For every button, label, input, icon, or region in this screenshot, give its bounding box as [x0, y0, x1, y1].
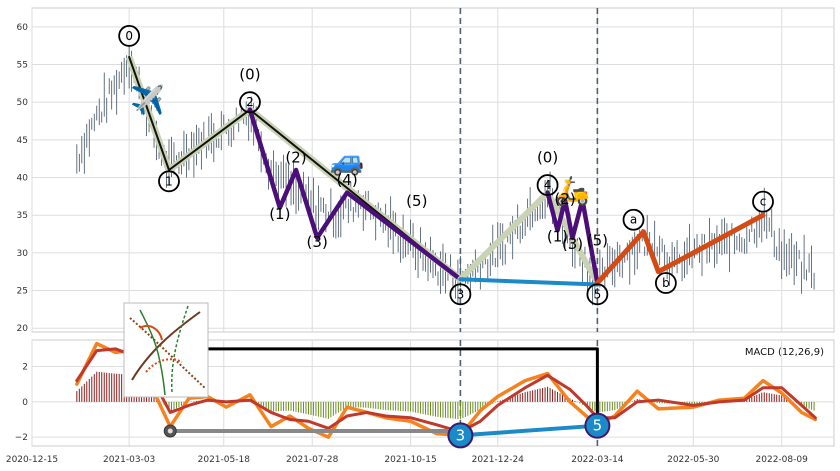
- wave-label: (5): [587, 231, 608, 249]
- x-tick-label: 2021-07-28: [286, 455, 339, 465]
- price-panel: 202530354045505560✈️🚙🛵012(0)(1)(2)(3)(4)…: [17, 7, 835, 334]
- x-tick-label: 2020-12-15: [6, 455, 58, 465]
- x-tick-label: 2021-10-15: [384, 455, 436, 465]
- thumbnail-stroke: [129, 317, 206, 389]
- wave-label: c: [760, 195, 767, 209]
- wave-label-circle: [239, 91, 261, 114]
- price-plot-area: [31, 7, 835, 333]
- wave-label-circle: [118, 24, 141, 47]
- price-y-tick-label: 25: [17, 287, 28, 297]
- wave-label-circle: [654, 272, 677, 294]
- macd-y-tick-label: 2: [22, 363, 28, 373]
- wave-label: 0: [125, 29, 133, 43]
- wave-label-circle: [449, 283, 472, 306]
- wave-label: (2): [285, 148, 306, 166]
- macd-marker-label: 3: [456, 426, 466, 444]
- macd-line-1: [75, 347, 817, 434]
- wave-label-circle: [752, 190, 774, 213]
- x-tick-label: 2021-03-03: [103, 455, 155, 465]
- thumbnail-stroke: [131, 311, 201, 381]
- scooter-icon: 🛵: [555, 174, 590, 207]
- wave-label-circle: [158, 170, 180, 193]
- x-tick-label: 2022-05-30: [667, 455, 720, 465]
- macd-marker-dot-center: [167, 428, 173, 434]
- price-y-tick-label: 55: [17, 61, 28, 71]
- wave-label: 4: [544, 178, 552, 192]
- macd-y-tick-label: 0: [22, 398, 28, 408]
- wave-line-1: [247, 107, 463, 282]
- wave-label: (3): [307, 233, 328, 251]
- wave-label: 3: [457, 287, 465, 301]
- price-y-tick-label: 40: [17, 174, 29, 184]
- macd-line-4: [168, 347, 599, 428]
- wave-label: 5: [594, 287, 602, 301]
- price-y-tick-label: 35: [17, 211, 28, 221]
- wave-label: (4): [336, 171, 357, 189]
- airplane-icon: ✈️: [130, 83, 165, 117]
- x-tick-label: 2022-03-14: [571, 455, 624, 465]
- macd-line-3: [458, 423, 600, 438]
- x-tick-label: 2021-05-18: [198, 455, 251, 465]
- macd-marker-label: 5: [593, 417, 603, 435]
- car-icon: 🚙: [330, 144, 365, 177]
- wave-label: (5): [406, 192, 427, 210]
- wave-label: (3): [562, 235, 583, 253]
- wave-label: (2): [554, 190, 575, 208]
- wave-label: (0): [239, 66, 260, 84]
- wave-line-0: [128, 55, 462, 281]
- macd-marker-circle: [447, 422, 474, 449]
- wave-label: 2: [246, 95, 254, 109]
- wave-label-circle: [536, 174, 559, 196]
- macd-marker-circle: [584, 412, 611, 439]
- macd-y-tick-label: −2: [15, 433, 28, 443]
- price-y-tick-label: 50: [17, 98, 29, 108]
- wave-line-4: [458, 277, 600, 287]
- thumbnail-stroke: [170, 305, 189, 393]
- thumbnail-stroke: [139, 324, 163, 341]
- wave-label: a: [630, 213, 637, 227]
- wave-label: b: [662, 276, 670, 290]
- thumbnail-stroke: [139, 309, 166, 396]
- wave-label-circle: [622, 208, 645, 231]
- price-y-tick-label: 45: [17, 136, 28, 146]
- logo-thumbnail: [123, 302, 209, 398]
- x-tick-label: 2021-12-24: [472, 455, 525, 465]
- wave-label: 1: [165, 174, 173, 188]
- macd-legend: MACD (12,26,9): [745, 347, 824, 358]
- price-y-tick-label: 30: [17, 249, 29, 259]
- wave-label: (0): [537, 148, 558, 166]
- x-tick-label: 2022-08-09: [756, 455, 809, 465]
- price-y-tick-label: 20: [17, 324, 29, 334]
- wave-line-3: [545, 190, 600, 286]
- wave-label-circle: [586, 283, 609, 306]
- thumbnail-stroke: [145, 358, 183, 373]
- wave-line-5: [594, 212, 766, 286]
- wave-label: (1): [547, 228, 568, 246]
- price-y-tick-label: 60: [17, 23, 29, 33]
- macd-line-0: [75, 341, 818, 439]
- wave-label: (1): [269, 205, 290, 223]
